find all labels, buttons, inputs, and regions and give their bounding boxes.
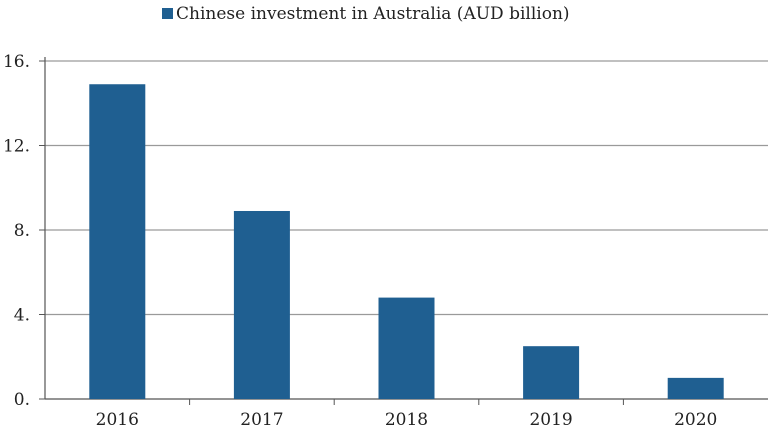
legend: Chinese investment in Australia (AUD bil… bbox=[162, 4, 570, 24]
x-tick-label: 2017 bbox=[240, 410, 283, 430]
y-tick-label: 16. bbox=[3, 52, 30, 72]
x-tick-label: 2016 bbox=[96, 410, 139, 430]
tick-labels: 0. 4. 8. 12. 16. 2016 2017 2018 2019 2020 bbox=[3, 52, 717, 430]
legend-label: Chinese investment in Australia (AUD bil… bbox=[176, 4, 570, 24]
gridlines bbox=[45, 60, 768, 316]
x-tick-label: 2018 bbox=[385, 410, 428, 430]
bar-2019 bbox=[523, 346, 580, 399]
y-tick-label: 0. bbox=[14, 390, 30, 410]
bars bbox=[89, 84, 724, 400]
y-tick-label: 12. bbox=[3, 137, 30, 157]
bar-2016 bbox=[89, 84, 146, 400]
y-tick-label: 8. bbox=[14, 221, 30, 241]
x-tick-label: 2020 bbox=[674, 410, 717, 430]
bar-2017 bbox=[233, 210, 290, 399]
bar-2020 bbox=[667, 377, 724, 399]
legend-swatch bbox=[162, 8, 173, 19]
bar-2018 bbox=[378, 297, 435, 399]
x-tick-label: 2019 bbox=[529, 410, 572, 430]
y-tick-label: 4. bbox=[14, 306, 30, 326]
